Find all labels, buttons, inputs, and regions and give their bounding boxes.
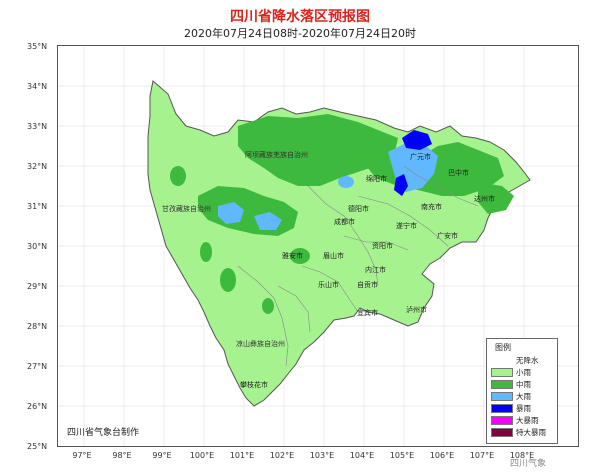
lon-label: 98°E xyxy=(112,451,132,460)
city-label-luzhou: 泸州市 xyxy=(406,306,427,314)
region-label-ganzi: 甘孜藏族自治州 xyxy=(162,205,211,213)
region-label-aba: 阿坝藏族羌族自治州 xyxy=(245,151,308,159)
city-label-yibin: 宜宾市 xyxy=(357,309,378,317)
legend-label: 暴雨 xyxy=(516,404,531,413)
lat-label: 25°N xyxy=(27,442,48,451)
legend-swatch xyxy=(491,428,513,437)
lon-label: 107°E xyxy=(469,451,495,460)
lon-label: 97°E xyxy=(72,451,92,460)
legend-swatch xyxy=(491,404,513,413)
city-label-neijiang: 内江市 xyxy=(365,266,386,274)
issuer-credit: 四川省气象台制作 xyxy=(67,428,140,438)
legend-item: 无降水 xyxy=(491,355,555,366)
city-label-ziyang: 资阳市 xyxy=(372,242,393,250)
legend-label: 无降水 xyxy=(516,356,539,365)
lon-label: 101°E xyxy=(229,451,255,460)
legend-item: 中雨 xyxy=(491,379,555,390)
lon-label: 105°E xyxy=(389,451,415,460)
city-label-zigong: 自贡市 xyxy=(357,281,378,289)
legend-item: 暴雨 xyxy=(491,403,555,414)
watermark: 四川气象 xyxy=(510,459,547,469)
legend-swatch xyxy=(491,368,513,377)
lat-label: 31°N xyxy=(27,202,48,211)
lat-label: 29°N xyxy=(27,282,48,291)
city-label-mianyang: 绵阳市 xyxy=(366,175,387,183)
lon-label: 108°E xyxy=(509,451,535,460)
forecast-period: 2020年07月24日08时-2020年07月24日20时 xyxy=(184,27,416,40)
city-label-guangyuan: 广元市 xyxy=(410,153,431,161)
lon-label: 100°E xyxy=(189,451,215,460)
legend-swatch xyxy=(491,392,513,401)
city-label-panzhihua: 攀枝花市 xyxy=(240,381,268,389)
lat-label: 34°N xyxy=(27,82,48,91)
city-label-guangan: 广安市 xyxy=(437,232,458,240)
legend-label: 大雨 xyxy=(516,392,531,401)
city-label-deyang: 德阳市 xyxy=(348,205,369,213)
lon-label: 104°E xyxy=(349,451,375,460)
legend-title: 图例 xyxy=(495,343,511,352)
region-label-liangshan: 凉山彝族自治州 xyxy=(236,340,285,348)
rainstorm-areas xyxy=(394,130,432,196)
city-label-dazhou: 达州市 xyxy=(474,195,495,203)
lat-label: 32°N xyxy=(27,162,48,171)
city-label-yaan: 雅安市 xyxy=(282,252,303,260)
lon-label: 103°E xyxy=(309,451,335,460)
legend-label: 小雨 xyxy=(516,368,531,377)
lon-label: 106°E xyxy=(429,451,455,460)
legend-swatch xyxy=(491,356,513,365)
lat-label: 35°N xyxy=(27,42,48,51)
lat-label: 28°N xyxy=(27,322,48,331)
city-label-chengdu: 成都市 xyxy=(334,218,355,226)
city-label-suining: 遂宁市 xyxy=(396,222,417,230)
legend-swatch xyxy=(491,416,513,425)
city-label-leshan: 乐山市 xyxy=(318,281,339,289)
legend-item: 大暴雨 xyxy=(491,415,555,426)
city-label-nanchong: 南充市 xyxy=(421,203,442,211)
moderate-rain-areas xyxy=(170,114,514,314)
legend-label: 特大暴雨 xyxy=(516,428,546,437)
city-label-bazhong: 巴中市 xyxy=(448,169,469,177)
map-legend: 图例 无降水 小雨 中雨 大雨 暴雨 大暴雨 特大暴雨 xyxy=(486,338,558,444)
lat-label: 33°N xyxy=(27,122,48,131)
city-label-meishan: 眉山市 xyxy=(323,252,344,260)
lat-label: 30°N xyxy=(27,242,48,251)
legend-item: 小雨 xyxy=(491,367,555,378)
lon-label: 102°E xyxy=(269,451,295,460)
legend-swatch xyxy=(491,380,513,389)
legend-item: 大雨 xyxy=(491,391,555,402)
legend-label: 大暴雨 xyxy=(516,416,539,425)
lat-label: 26°N xyxy=(27,402,48,411)
prefecture-boundaries xyxy=(237,165,479,367)
legend-label: 中雨 xyxy=(516,380,531,389)
map-title: 四川省降水落区预报图 xyxy=(230,9,370,25)
legend-item: 特大暴雨 xyxy=(491,427,555,438)
lat-label: 27°N xyxy=(27,362,48,371)
lon-label: 99°E xyxy=(152,451,172,460)
